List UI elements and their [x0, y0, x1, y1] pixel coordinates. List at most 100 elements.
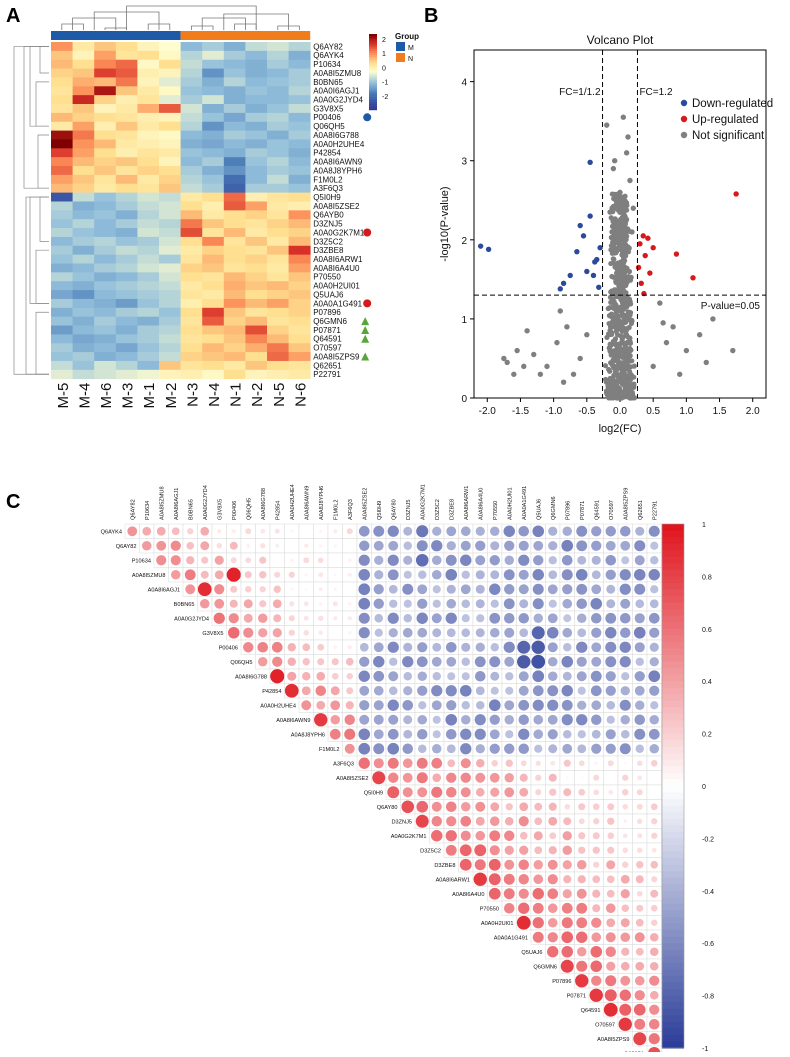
corr-circle [636, 803, 643, 810]
corr-circle [358, 597, 371, 610]
corr-colorbar-segment [662, 897, 684, 905]
corr-circle [547, 685, 559, 697]
heatmap-cell [267, 166, 289, 176]
corr-circle [591, 570, 601, 580]
heatmap-cell [159, 343, 181, 353]
heatmap-cell [180, 201, 203, 211]
heatmap-cell [115, 130, 138, 140]
heatmap-cell [180, 236, 203, 247]
corr-circle [649, 947, 659, 957]
corr-circle [272, 599, 282, 609]
corr-circle [649, 744, 659, 754]
heatmap-cell [288, 334, 311, 344]
ns-point [615, 220, 621, 226]
corr-circle [531, 654, 546, 669]
corr-colorbar-segment [662, 681, 684, 689]
corr-circle [388, 671, 399, 682]
heatmap-cell [137, 130, 160, 140]
corr-circle [358, 728, 371, 741]
volcano-point [485, 246, 492, 253]
heatmap-cell [72, 121, 95, 131]
volcano-point [690, 275, 696, 281]
ns-point [622, 297, 629, 303]
corr-circle [388, 584, 398, 594]
corr-circle [621, 556, 630, 565]
heatmap-cell [72, 86, 95, 96]
corr-circle [532, 888, 544, 900]
corr-circle [576, 583, 588, 595]
corr-circle [548, 556, 557, 565]
heatmap-cell [94, 86, 117, 96]
colorbar-segment [369, 45, 377, 48]
corr-circle [604, 989, 617, 1002]
heatmap-cell [267, 50, 289, 61]
colorbar-segment [369, 68, 377, 71]
corr-circle [619, 1003, 632, 1016]
colorbar-segment [369, 106, 377, 109]
corr-column-label: A0A8I6A4U0 [478, 488, 484, 520]
heatmap-column-label: N-3 [184, 383, 201, 407]
corr-circle [259, 571, 267, 579]
corr-circle [475, 772, 486, 783]
corr-circle [606, 961, 616, 971]
ns-point [611, 241, 617, 247]
corr-circle [372, 771, 386, 785]
heatmap-cell [267, 201, 289, 211]
corr-circle [605, 540, 616, 551]
corr-circle [446, 541, 456, 551]
corr-circle [403, 715, 413, 725]
heatmap-cell [159, 352, 181, 362]
ns-point [608, 260, 614, 267]
heatmap-cell [51, 343, 73, 353]
heatmap-cell [202, 352, 225, 362]
heatmap-cell [245, 352, 268, 362]
corr-circle [505, 759, 513, 767]
heatmap-row-label: D3ZNJ5 [313, 220, 343, 229]
heatmap-cell [51, 42, 73, 52]
heatmap-cell [288, 316, 311, 326]
ns-point [609, 362, 615, 368]
corr-circle [475, 816, 485, 826]
corr-circle [592, 803, 600, 811]
heatmap-row-label: Q6GMN6 [313, 317, 347, 326]
corr-circle [446, 772, 457, 783]
corr-circle [229, 541, 238, 550]
heatmap-cell [202, 290, 225, 300]
corr-circle [605, 975, 617, 987]
corr-circle [518, 699, 530, 711]
heatmap-cell [137, 59, 160, 69]
heatmap-cell [115, 369, 138, 380]
heatmap-cell [115, 316, 138, 326]
corr-row-label: P07896 [552, 979, 571, 985]
x-tick-label: 1.5 [713, 406, 727, 417]
corr-circle [504, 656, 515, 667]
corr-circle [577, 628, 587, 638]
heatmap-cell [94, 228, 117, 238]
heatmap-cell [72, 263, 95, 273]
volcano-point [640, 233, 646, 239]
corr-circle [317, 643, 325, 651]
heatmap-cell [137, 228, 160, 238]
heatmap-cell [223, 86, 246, 96]
heatmap-cell [288, 360, 311, 371]
heatmap-cell [72, 316, 95, 326]
corr-circle [417, 584, 428, 595]
heatmap-cell [245, 174, 268, 185]
heatmap-cell [223, 307, 246, 318]
heatmap-cell [223, 210, 246, 220]
legend-label: Up-regulated [692, 114, 758, 126]
heatmap-cell [137, 174, 160, 185]
corr-circle [504, 816, 514, 826]
heatmap-row-label: A0A0A1G491 [313, 299, 362, 308]
corr-circle [445, 685, 457, 697]
heatmap-cell [180, 174, 203, 185]
heatmap-cell [288, 183, 311, 194]
heatmap-cell [159, 325, 181, 335]
heatmap-column-label: M-6 [98, 383, 115, 409]
corr-colorbar-segment [662, 641, 684, 650]
heatmap-cell [288, 263, 311, 273]
corr-circle [549, 832, 557, 840]
heatmap-cell [223, 281, 246, 291]
corr-circle [333, 573, 337, 577]
corr-circle [531, 640, 545, 654]
